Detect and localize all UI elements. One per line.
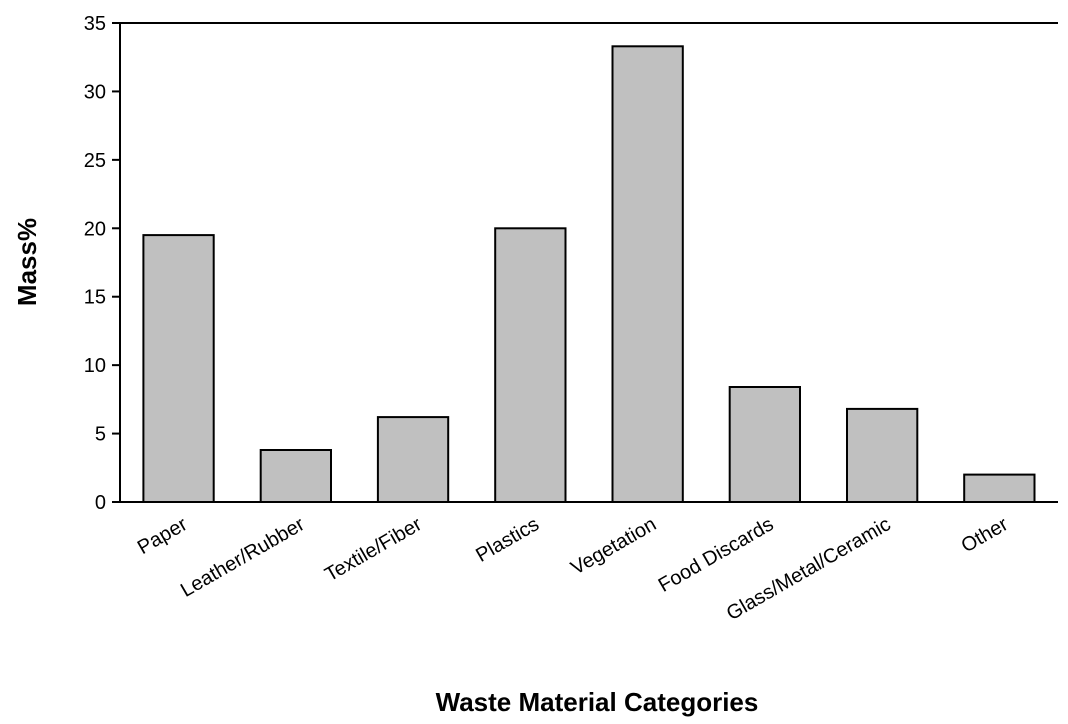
- x-tick-label: Other: [958, 513, 1013, 557]
- axes-layer: [112, 22, 1058, 503]
- y-tick-label: 25: [84, 150, 106, 172]
- y-tick-label: 30: [84, 81, 106, 103]
- bar-food-discards: [728, 386, 802, 503]
- bar-leather-rubber: [259, 449, 333, 503]
- y-axis-title: Mass%: [12, 218, 42, 306]
- bar-glass-metal-ceramic: [846, 407, 919, 503]
- y-tick-label: 15: [84, 287, 106, 309]
- x-axis-title: Waste Material Categories: [436, 687, 759, 717]
- y-tick-label: 10: [84, 355, 106, 377]
- y-tick-label: 5: [95, 424, 106, 446]
- y-tick-label: 0: [95, 492, 106, 514]
- bar-textile-fiber: [376, 416, 450, 504]
- y-tick-label: 20: [84, 218, 106, 240]
- bar-paper: [142, 234, 215, 503]
- x-tick-label: Vegetation: [567, 513, 660, 579]
- x-tick-label: Leather/Rubber: [177, 513, 309, 602]
- bar-other: [963, 473, 1036, 504]
- bar-vegetation: [611, 45, 684, 504]
- y-tick-label: 35: [84, 13, 106, 35]
- x-tick-label: Plastics: [472, 513, 543, 567]
- x-tick-label: Paper: [134, 513, 192, 559]
- bars-layer: [142, 45, 1036, 504]
- bar-plastics: [494, 227, 567, 504]
- x-tick-label: Textile/Fiber: [321, 513, 426, 586]
